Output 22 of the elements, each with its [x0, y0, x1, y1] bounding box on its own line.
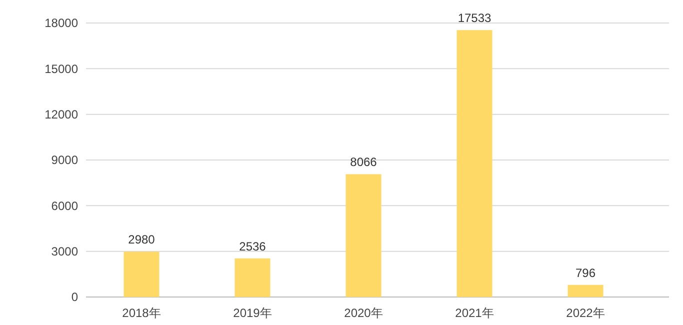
x-tick-label: 2019年	[233, 306, 272, 320]
x-tick-label: 2020年	[344, 306, 383, 320]
y-tick-label: 15000	[44, 62, 78, 76]
x-tick-label: 2021年	[455, 306, 494, 320]
data-label: 2980	[128, 232, 156, 247]
y-tick-label: 9000	[51, 153, 78, 168]
y-tick-label: 18000	[44, 16, 78, 30]
data-label: 796	[575, 266, 596, 280]
data-label: 8066	[350, 155, 378, 170]
bar	[346, 174, 382, 297]
y-tick-label: 0	[71, 290, 78, 304]
x-tick-label: 2018年	[122, 306, 161, 320]
data-label: 2536	[239, 239, 266, 254]
y-tick-label: 3000	[51, 244, 78, 259]
bar	[568, 284, 604, 297]
y-tick-label: 6000	[51, 198, 78, 213]
bar	[234, 258, 270, 297]
data-label: 17533	[458, 11, 492, 26]
bar	[124, 252, 160, 297]
bar	[456, 30, 492, 297]
y-tick-label: 12000	[44, 108, 78, 122]
x-tick-label: 2022年	[566, 306, 605, 320]
